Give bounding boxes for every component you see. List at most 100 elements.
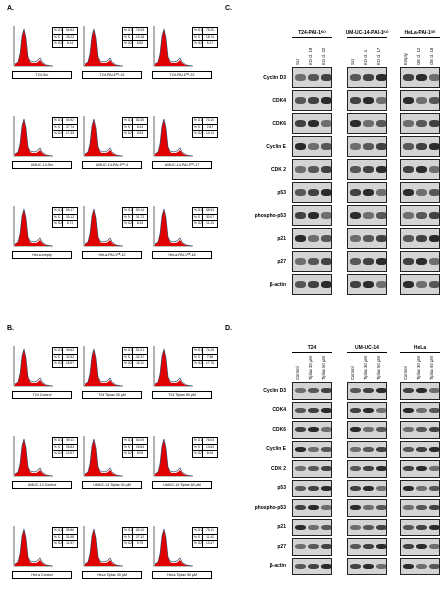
- dna-content-histogram: [153, 26, 193, 67]
- protein-band: [295, 189, 306, 196]
- blot-strip: [347, 518, 387, 536]
- stats-row: % G2 6.27: [193, 41, 217, 47]
- blot-strip: [292, 67, 332, 88]
- phase-label: % G1: [124, 438, 133, 444]
- protein-band: [350, 407, 361, 413]
- protein-band: [321, 120, 331, 127]
- protein-band: [429, 235, 439, 242]
- protein-band: [403, 427, 414, 433]
- histogram-label: HeLa-empty: [12, 251, 72, 259]
- protein-band: [403, 485, 414, 491]
- phase-value: 18.57: [66, 361, 74, 366]
- protein-band: [429, 212, 439, 219]
- blot-strip: [400, 557, 440, 575]
- stats-row: % G1 63.10: [123, 528, 147, 535]
- group-underline: [400, 37, 440, 38]
- histogram-panel: % G1 51.01% S 32.37% G2 16.11 T24 Tiplax 30 …: [82, 344, 148, 401]
- phase-value: 33.12: [66, 214, 74, 219]
- cell-cycle-stats-table: % G1 49.62% S 32.52% G2 18.57: [52, 347, 78, 368]
- histogram-label: HeLa Control: [12, 571, 72, 579]
- protein-band: [308, 466, 319, 472]
- lane-label: OE cl. 18: [429, 47, 434, 65]
- phase-label: % G1: [194, 208, 203, 214]
- protein-band: [350, 235, 361, 242]
- histogram-panel: % G1 49.62% S 32.52% G2 18.57 T24 Control: [12, 344, 78, 401]
- phase-label: % S: [193, 124, 203, 131]
- protein-band: [321, 466, 331, 472]
- protein-band: [376, 505, 386, 511]
- stats-row: % S 8.24: [123, 124, 147, 132]
- protein-band: [295, 120, 306, 127]
- protein-band: [403, 505, 414, 511]
- stats-row: % G1 73.10: [193, 118, 217, 125]
- phase-value: 19.18: [136, 34, 144, 39]
- phase-label: % G1: [124, 528, 133, 534]
- protein-label: p27: [277, 543, 286, 550]
- histogram-panel: % G1 58.93% S 30.07% G2 11.24 HeLa-PAI-1ᴼᴱ-1…: [152, 204, 218, 261]
- protein-band: [416, 485, 427, 491]
- protein-band: [363, 189, 374, 196]
- blot-strip: [292, 518, 332, 536]
- stats-row: % G2 8.53: [123, 131, 147, 137]
- histogram-panel: % G1 75.11% S 11.42% G2 13.47 HeLa Tiplax 50…: [152, 524, 218, 581]
- protein-band: [321, 407, 331, 413]
- histogram-panel: % G1 59.11% S 26.83% G2 12.57 UMUC-14 Contro…: [12, 434, 78, 491]
- phase-value: 25.84: [136, 444, 144, 449]
- blot-strip: [292, 251, 332, 272]
- cell-cycle-stats-table: % G1 82.35% S 8.24% G2 8.53: [122, 117, 148, 138]
- protein-band: [295, 74, 306, 81]
- protein-band: [363, 235, 374, 242]
- protein-band: [350, 505, 361, 511]
- phase-value: 49.62: [66, 348, 74, 352]
- stats-row: % G2 17.76: [193, 361, 217, 367]
- protein-band: [416, 143, 427, 150]
- protein-band: [295, 143, 306, 150]
- blot-strip: [292, 401, 332, 419]
- phase-value: 6.82: [136, 41, 144, 46]
- protein-band: [321, 258, 331, 265]
- stats-row: % S 26.83: [53, 444, 77, 452]
- protein-band: [363, 258, 374, 265]
- cell-cycle-stats-table: % G1 65.17% S 33.12% G2 8.71: [52, 207, 78, 228]
- blot-strip: [292, 499, 332, 517]
- protein-band: [308, 97, 319, 104]
- protein-band: [376, 446, 386, 452]
- lane-label: Tiplax 50 μM: [321, 356, 326, 380]
- lane-label: KO cl. 17: [376, 47, 381, 65]
- phase-value: 73.10: [206, 118, 214, 122]
- phase-value: 82.35: [136, 118, 144, 122]
- protein-band: [403, 143, 414, 150]
- dna-content-histogram: [13, 206, 53, 247]
- stats-row: % G2 9.75: [123, 541, 147, 547]
- phase-label: % G1: [124, 348, 133, 354]
- lane-label: Control: [295, 366, 300, 381]
- blot-strip: [292, 228, 332, 249]
- protein-band: [295, 446, 306, 452]
- stats-row: % G2 8.09: [123, 451, 147, 457]
- phase-value: 31.68: [66, 534, 74, 539]
- protein-band: [403, 120, 414, 127]
- phase-value: 32.37: [136, 354, 144, 359]
- histogram-panel: % G1 64.05% S 25.84% G2 8.09 UMUC-14 Tiplax …: [82, 434, 148, 491]
- stats-row: % G1 64.05: [123, 438, 147, 445]
- protein-band: [416, 388, 427, 394]
- phase-label: % G1: [124, 208, 133, 214]
- protein-band: [350, 544, 361, 550]
- phase-value: 51.01: [136, 348, 144, 352]
- phase-label: % G2: [54, 541, 63, 547]
- protein-band: [376, 97, 386, 104]
- protein-band: [350, 485, 361, 491]
- stats-row: % S 19.18: [123, 34, 147, 42]
- protein-band: [350, 212, 361, 219]
- protein-band: [363, 505, 374, 511]
- blot-strip: [400, 90, 440, 111]
- blot-strip: [347, 136, 387, 157]
- blot-strip: [347, 67, 387, 88]
- protein-band: [429, 505, 439, 511]
- protein-band: [416, 524, 427, 530]
- protein-band: [376, 258, 386, 265]
- protein-band: [416, 258, 427, 265]
- lane-label: Scr: [295, 58, 300, 65]
- protein-band: [376, 281, 386, 288]
- blot-strip: [347, 499, 387, 517]
